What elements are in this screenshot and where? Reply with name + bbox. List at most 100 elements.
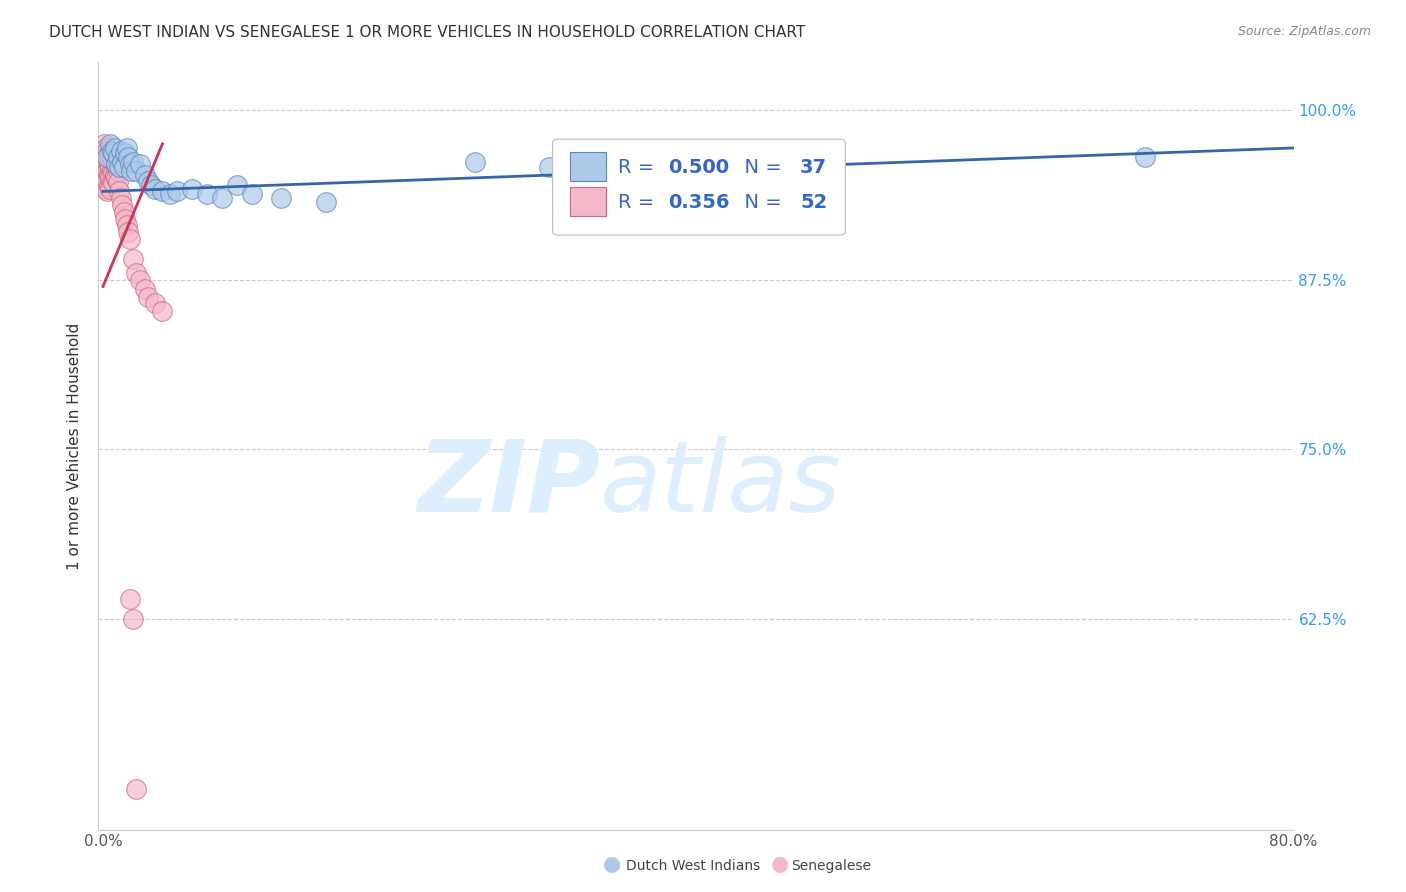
Point (152, 185, 174, 199)
Point (97, 168, 120, 182)
Bar (571, 152, 606, 181)
Text: ●: ● (603, 854, 620, 873)
Point (117, 225, 139, 239)
Point (98, 160, 121, 174)
Point (105, 170, 128, 185)
Point (211, 191, 233, 205)
Point (103, 176, 125, 190)
Point (118, 232, 141, 246)
Point (538, 160, 561, 174)
Text: R =: R = (619, 158, 661, 177)
FancyBboxPatch shape (553, 139, 845, 235)
Point (152, 304, 174, 318)
Point (613, 151, 636, 165)
Point (118, 157, 141, 171)
Point (104, 157, 127, 171)
Point (98, 170, 121, 185)
Text: ●: ● (772, 854, 789, 873)
Point (98, 182, 121, 196)
Point (107, 151, 129, 165)
Text: DUTCH WEST INDIAN VS SENEGALESE 1 OR MORE VEHICLES IN HOUSEHOLD CORRELATION CHAR: DUTCH WEST INDIAN VS SENEGALESE 1 OR MOR… (49, 25, 806, 40)
Point (464, 154, 486, 169)
Text: Source: ZipAtlas.com: Source: ZipAtlas.com (1237, 25, 1371, 38)
Text: 0.500: 0.500 (668, 158, 730, 177)
Point (93, 157, 115, 171)
Point (124, 781, 146, 796)
Text: atlas: atlas (600, 436, 842, 533)
Point (114, 211, 136, 226)
Point (97, 179, 120, 194)
Point (94, 160, 117, 174)
Point (107, 164, 129, 178)
Point (94, 182, 117, 196)
Point (101, 162, 124, 177)
Text: N =: N = (733, 193, 787, 212)
Text: Senegalese: Senegalese (792, 859, 872, 872)
Point (121, 612, 143, 626)
Point (120, 164, 142, 178)
Point (143, 182, 166, 196)
Point (134, 168, 156, 182)
Point (1133, 151, 1156, 165)
Point (96, 154, 118, 169)
Point (111, 198, 134, 212)
Text: R =: R = (619, 193, 661, 212)
Point (107, 175, 129, 189)
Point (129, 273, 152, 287)
Point (114, 146, 136, 161)
Point (115, 219, 138, 233)
Point (103, 154, 125, 169)
Point (225, 178, 247, 192)
Point (136, 290, 159, 304)
Bar (571, 187, 606, 216)
Point (112, 160, 135, 174)
Point (143, 295, 166, 310)
Text: Dutch West Indians: Dutch West Indians (626, 859, 759, 872)
Point (94, 151, 117, 165)
Point (124, 266, 146, 280)
Point (104, 168, 127, 182)
Point (96, 164, 118, 178)
Point (240, 187, 263, 202)
Point (118, 591, 141, 606)
Point (96, 173, 118, 187)
Point (94, 141, 117, 155)
Point (108, 160, 131, 174)
Point (94, 170, 117, 185)
Point (105, 157, 128, 171)
Point (166, 185, 188, 199)
Point (105, 160, 128, 174)
Point (97, 146, 120, 161)
Point (93, 146, 115, 161)
Point (96, 144, 118, 158)
Y-axis label: 1 or more Vehicles in Household: 1 or more Vehicles in Household (67, 322, 83, 570)
Point (101, 144, 124, 158)
Text: 37: 37 (800, 158, 827, 177)
Point (121, 154, 143, 169)
Text: ZIP: ZIP (418, 436, 600, 533)
Point (96, 185, 118, 199)
Point (97, 157, 120, 171)
Point (96, 151, 118, 165)
Point (110, 144, 132, 158)
Point (110, 191, 132, 205)
Point (98, 149, 121, 163)
Point (139, 178, 162, 192)
Point (101, 152, 124, 166)
Point (270, 191, 292, 205)
Point (124, 164, 146, 178)
Point (115, 141, 138, 155)
Point (181, 182, 204, 196)
Point (103, 146, 125, 161)
Point (134, 282, 156, 296)
Text: 52: 52 (800, 193, 827, 212)
Point (121, 252, 143, 267)
Point (101, 173, 124, 187)
Point (315, 195, 337, 210)
Point (108, 185, 131, 199)
Point (93, 168, 115, 182)
Point (104, 141, 127, 155)
Point (195, 187, 218, 202)
Point (98, 136, 121, 151)
Point (103, 165, 125, 179)
